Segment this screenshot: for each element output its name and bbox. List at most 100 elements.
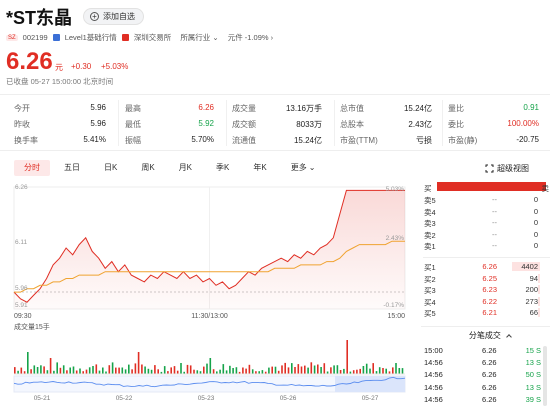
pct-tick: 2.43%	[386, 235, 405, 242]
tab-1[interactable]: 五日	[54, 160, 90, 176]
volume-bar	[69, 367, 71, 374]
volume-bar	[401, 368, 404, 374]
volume-bar	[95, 364, 98, 374]
buy-level-label: 买3	[424, 286, 436, 295]
stat-value: 13.16万手	[285, 104, 322, 113]
stat-value: 5.96	[90, 103, 106, 112]
tab-7[interactable]: 更多 ⌄	[281, 160, 326, 176]
volume-bar	[23, 371, 26, 374]
volume-bar	[17, 370, 19, 374]
column-divider	[118, 100, 119, 146]
volume-bar	[229, 365, 231, 374]
level1-label[interactable]: Level1基础行情	[64, 33, 117, 42]
sell-level-price: --	[492, 229, 497, 239]
date-tick: 05-23	[198, 395, 215, 402]
date-tick: 05-22	[116, 395, 133, 402]
volume-bar	[189, 365, 192, 374]
range-selection[interactable]	[335, 376, 405, 392]
volume-bar	[212, 369, 215, 374]
sell-level-label: 卖5	[424, 196, 436, 205]
chart-period-tabs: 分时 五日 日K 周K 月K 季K 年K 更多 ⌄	[14, 160, 329, 176]
volume-bar	[242, 367, 244, 374]
tab-label: 更多	[290, 163, 307, 172]
volume-bar	[105, 371, 107, 374]
tab-4[interactable]: 月K	[169, 160, 202, 176]
price-tick: 6.11	[15, 239, 28, 246]
column-divider	[442, 100, 443, 146]
buy-level-price: 6.23	[482, 285, 497, 294]
volume-bar	[46, 370, 49, 374]
volume-bar	[362, 366, 365, 374]
volume-bar	[196, 370, 199, 374]
tab-5[interactable]: 季K	[206, 160, 239, 176]
tab-label: 月K	[178, 163, 193, 172]
volume-bar	[375, 371, 378, 374]
volume-bar	[36, 367, 39, 374]
volume-bar	[62, 365, 65, 374]
tab-6[interactable]: 年K	[243, 160, 276, 176]
stat-value: 8033万	[296, 120, 322, 129]
tick-time: 14:56	[424, 382, 443, 392]
volume-bar	[271, 366, 273, 374]
volume-bar	[75, 370, 78, 374]
ticks-scrollbar[interactable]	[543, 346, 547, 406]
tick-price: 6.26	[482, 370, 497, 380]
plus-icon: +	[90, 12, 99, 21]
tab-2[interactable]: 日K	[94, 160, 127, 176]
stat-value: 15.24亿	[293, 136, 322, 145]
volume-bar	[141, 364, 143, 374]
add-favorite-button[interactable]: + 添加自选	[83, 8, 144, 25]
buy-level-label: 买2	[424, 274, 436, 284]
volume-bar	[98, 370, 101, 374]
sell-level-label: 卖3	[424, 219, 436, 228]
stat-value: 2.43亿	[408, 120, 432, 129]
sector-link[interactable]: 元件 -1.09% ›	[228, 32, 273, 43]
volume-bar	[274, 366, 277, 374]
volume-bar	[118, 367, 120, 374]
volume-bar	[219, 369, 221, 374]
volume-bar	[333, 365, 335, 374]
buy-level-label: 买4	[424, 297, 436, 307]
level1-icon	[52, 34, 60, 41]
tab-3[interactable]: 周K	[131, 160, 164, 176]
volume-bar	[251, 369, 254, 374]
buy-level-volume: 66	[529, 308, 538, 317]
ticks-title-bar[interactable]: 分笔成交	[430, 330, 550, 341]
buy-level-label: 买1	[424, 263, 436, 272]
buy-volume-bar	[512, 262, 540, 271]
volume-bar	[53, 370, 55, 374]
volume-bar	[385, 368, 387, 374]
volume-bar	[395, 363, 397, 374]
volume-bar	[398, 368, 401, 374]
date-tick: 05-26	[280, 395, 297, 402]
tab-label: 日K	[104, 163, 118, 172]
stat-label: 成交量	[232, 104, 256, 113]
volume-bar	[216, 371, 218, 374]
volume-bar	[372, 363, 374, 374]
volume-bar	[157, 369, 159, 374]
super-view-label: 超级视图	[497, 164, 529, 173]
volume-bar	[56, 362, 58, 374]
last-price: 6.26	[6, 48, 53, 75]
volume-bar	[346, 340, 348, 374]
super-view-button[interactable]: 超级视图	[485, 163, 529, 174]
price-line	[13, 189, 405, 303]
stat-value: 5.41%	[83, 135, 106, 144]
intraday-chart[interactable]: 6.26 6.11 5.96 5.91 5.03% 2.43% -0.17% 09:30 11:…	[0, 178, 412, 409]
buy-level-price: 6.21	[482, 308, 497, 317]
tab-0[interactable]: 分时	[14, 160, 50, 176]
stat-label: 换手率	[14, 136, 38, 145]
volume-bar	[378, 367, 381, 374]
stock-meta-bar: SZ 002199 Level1基础行情 深圳交易所 所属行业 ⌄ 元件 -1.…	[6, 32, 273, 43]
sell-level-price: --	[492, 195, 497, 204]
sell-level-volume: 0	[533, 229, 538, 239]
volume-bar	[72, 366, 75, 374]
volume-bar	[203, 366, 205, 374]
volume-bar	[225, 370, 228, 374]
volume-bar	[121, 367, 124, 374]
stat-label: 流通值	[232, 136, 256, 145]
industry-dropdown[interactable]: 所属行业 ⌄	[180, 32, 218, 43]
stat-label: 市盈(TTM)	[340, 136, 378, 145]
column-divider	[226, 100, 227, 146]
chevron-right-icon: ›	[270, 33, 274, 42]
